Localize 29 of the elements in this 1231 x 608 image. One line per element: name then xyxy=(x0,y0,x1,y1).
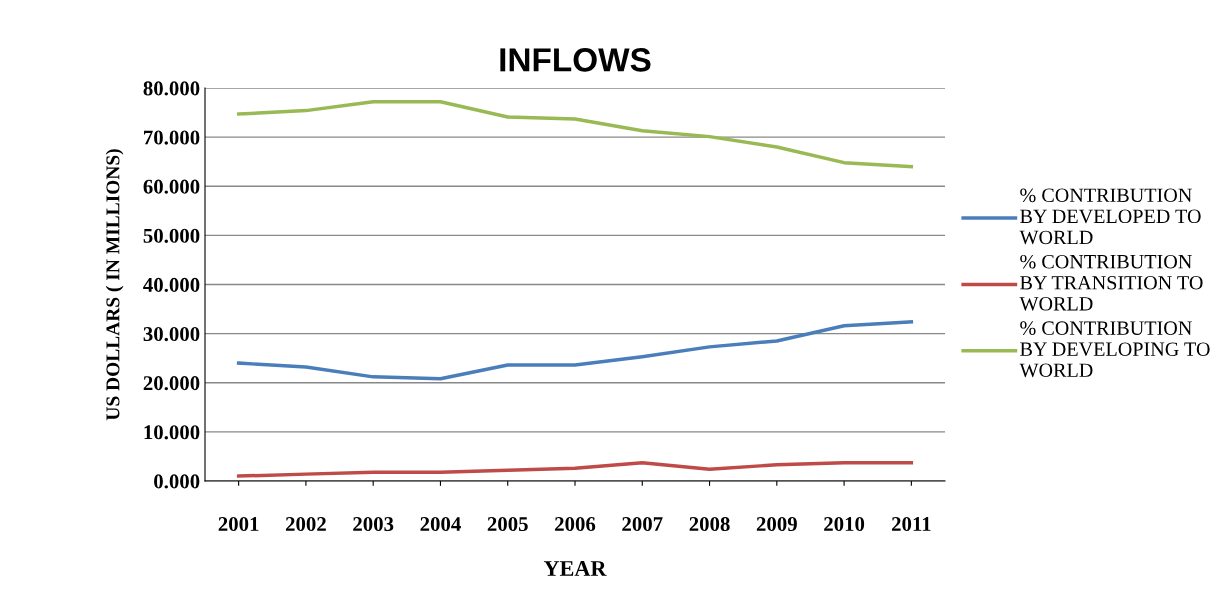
y-tick-label: 30.000 xyxy=(143,327,200,342)
x-tick-label: 2003 xyxy=(353,517,394,532)
x-tick-label: 2010 xyxy=(824,517,865,532)
line-series xyxy=(236,320,914,381)
y-tick-label: 80.000 xyxy=(143,81,200,96)
y-axis-title: US DOLLARS ( IN MILLIONS) xyxy=(105,149,124,421)
x-tick-label: 2011 xyxy=(891,517,931,532)
y-tick-label: 20.000 xyxy=(143,376,200,391)
x-axis-title: YEAR xyxy=(543,561,607,576)
x-tick-label: 2001 xyxy=(218,517,259,532)
x-tick-label: 2008 xyxy=(689,517,730,532)
x-tick-label: 2004 xyxy=(420,517,461,532)
legend-label: % CONTRIBUTION BY DEVELOPED TO WORLD xyxy=(1019,188,1201,245)
x-tick-label: 2006 xyxy=(555,517,596,532)
x-tick-label: 2009 xyxy=(756,517,797,532)
y-tick-label: 50.000 xyxy=(143,228,200,243)
y-tick-label: 10.000 xyxy=(144,425,200,440)
y-tick-label: 60.000 xyxy=(143,179,200,194)
line-series xyxy=(236,100,914,169)
x-tick-label: 2007 xyxy=(622,517,663,532)
chart-title: INFLOWS xyxy=(500,48,651,72)
y-tick-label: 0.000 xyxy=(154,474,200,489)
y-tick-label: 70.000 xyxy=(144,130,200,145)
x-tick-label: 2005 xyxy=(487,517,528,532)
line-series xyxy=(236,461,914,478)
y-tick-label: 40.000 xyxy=(143,277,200,293)
x-tick-label: 2002 xyxy=(285,517,326,532)
legend-label: % CONTRIBUTION BY DEVELOPING TO WORLD xyxy=(1019,321,1210,378)
legend-label: % CONTRIBUTION BY TRANSITION TO WORLD xyxy=(1019,254,1203,311)
